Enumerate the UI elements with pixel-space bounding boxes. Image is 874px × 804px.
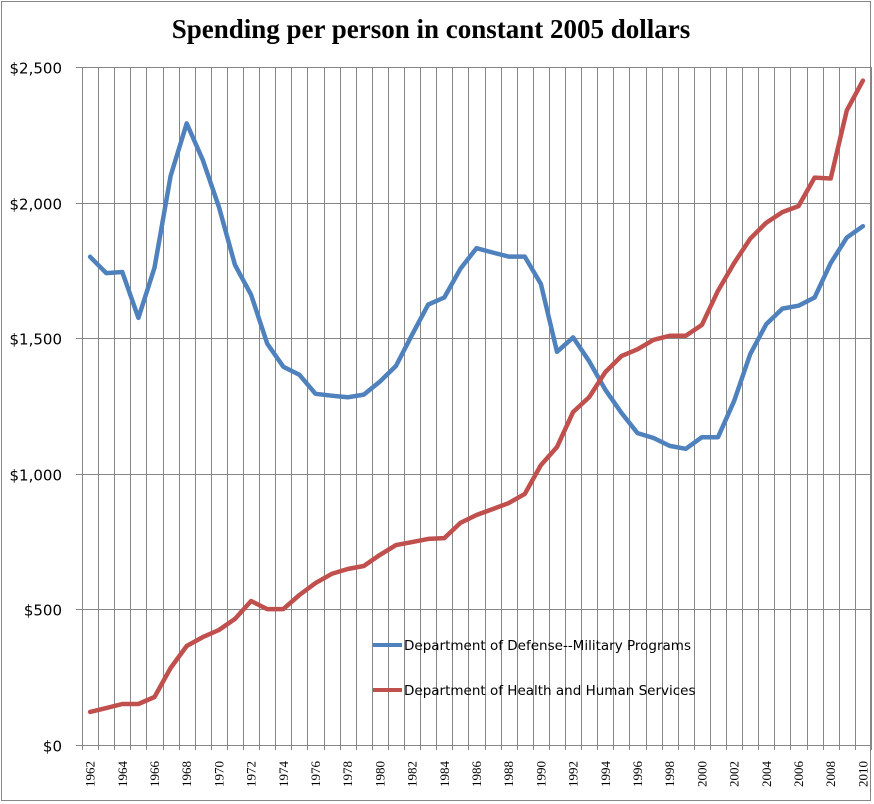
x-tick-label: 1968 (179, 761, 194, 787)
legend-item-hhs[interactable]: Department of Health and Human Services (373, 683, 696, 699)
y-tick-label: $2,000 (10, 196, 63, 214)
x-tick-label: 1966 (147, 761, 162, 788)
x-tick-label: 2008 (823, 761, 838, 787)
x-tick-label: 1972 (244, 761, 259, 787)
x-tick-label: 2000 (694, 761, 709, 787)
x-tick-label: 1984 (437, 761, 452, 788)
x-tick-label: 1964 (115, 761, 130, 788)
x-tick-label: 1986 (469, 761, 484, 788)
x-tick-label: 2010 (855, 761, 870, 787)
x-tick-label: 2002 (727, 761, 742, 787)
x-tick-label: 1974 (276, 761, 291, 788)
y-tick-label: $2,500 (10, 60, 63, 78)
legend-label-hhs: Department of Health and Human Services (404, 683, 696, 699)
x-tick-label: 1962 (83, 761, 98, 787)
x-tick-label: 1978 (340, 761, 355, 787)
x-tick-label: 1990 (533, 761, 548, 787)
axes: $0 $500 $1,000 $1,500 $2,000 $2,500 1962 1964 19… (10, 60, 871, 788)
legend-label-defense: Department of Defense--Military Programs (404, 638, 691, 654)
y-tick-label: $1,000 (10, 467, 63, 485)
x-tick-label: 1996 (630, 761, 645, 788)
x-tick-label: 1998 (662, 761, 677, 787)
x-tick-label: 2006 (791, 761, 806, 788)
series-line-defense (87, 121, 866, 452)
x-tick-label: 1982 (405, 761, 420, 787)
x-tick-label: 2004 (759, 761, 774, 788)
legend: Department of Defense--Military Programs… (373, 638, 696, 699)
y-tick-label: $500 (24, 602, 62, 620)
x-tick-label: 1970 (211, 761, 226, 787)
series-lines (87, 78, 866, 715)
y-tick-label: $1,500 (10, 331, 63, 349)
y-tick-label: $0 (43, 738, 62, 756)
x-tick-label: 1992 (566, 761, 581, 787)
x-tick-label: 1980 (372, 761, 387, 787)
x-tick-label: 1976 (308, 761, 323, 788)
gridlines (76, 67, 872, 750)
chart-title: Spending per person in constant 2005 dol… (172, 14, 691, 44)
legend-item-defense[interactable]: Department of Defense--Military Programs (373, 638, 691, 654)
x-tick-label: 1994 (598, 761, 613, 788)
x-tick-label: 1988 (501, 761, 516, 787)
